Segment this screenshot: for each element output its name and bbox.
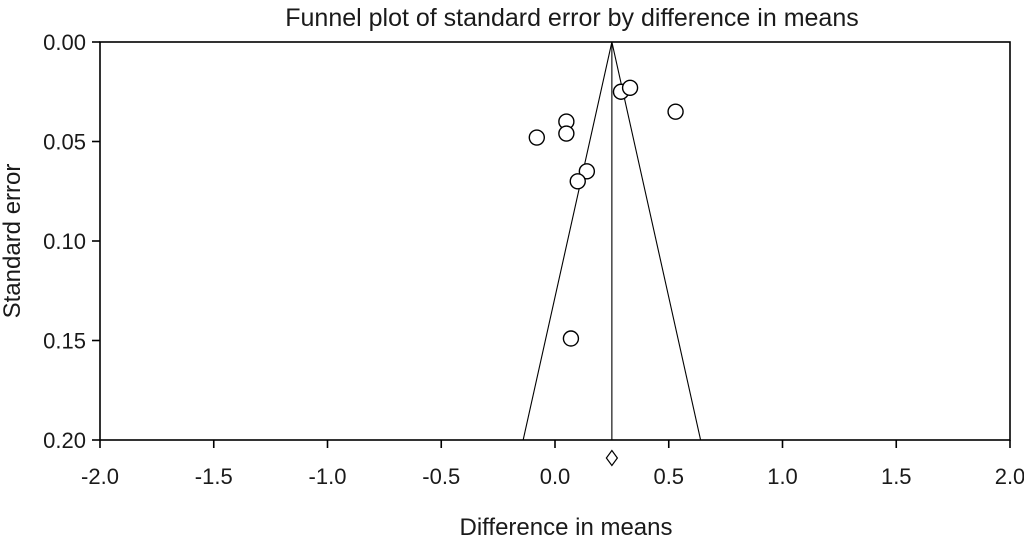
x-tick-label: 2.0 [995,464,1024,489]
study-data-point [558,125,575,142]
study-data-point [528,129,545,146]
study-data-point [562,330,580,347]
pooled-estimate-diamond [605,449,619,467]
funnel-right-limit-line [611,41,702,441]
x-tick-label: -2.0 [81,464,119,489]
y-tick-label: 0.20 [43,428,86,453]
plot-area: -2.0 -1.5 -1.0 -0.5 0.0 0.5 1.0 1.5 2.0 0.00 0.05 0… [43,30,1024,489]
study-data-point [621,79,639,96]
study-data-point [667,103,684,120]
y-tick-label: 0.00 [43,30,86,55]
x-tick-label: 1.5 [881,464,912,489]
x-tick-label: 0.0 [540,464,571,489]
chart-title: Funnel plot of standard error by differe… [285,4,858,32]
x-axis-label: Difference in means [460,514,673,541]
y-tick-label: 0.15 [43,329,86,354]
y-tick-label: 0.05 [43,130,86,155]
study-data-point [569,173,586,190]
y-tick-label: 0.10 [43,229,86,254]
x-tick-label: -1.5 [195,464,233,489]
x-tick-label: 0.5 [653,464,684,489]
x-tick-label: -1.0 [309,464,347,489]
funnel-left-limit-line [522,41,613,441]
x-tick-label: 1.0 [767,464,798,489]
x-tick-label: -0.5 [422,464,460,489]
y-axis-label: Standard error [0,164,26,319]
plot-border [99,41,1011,441]
